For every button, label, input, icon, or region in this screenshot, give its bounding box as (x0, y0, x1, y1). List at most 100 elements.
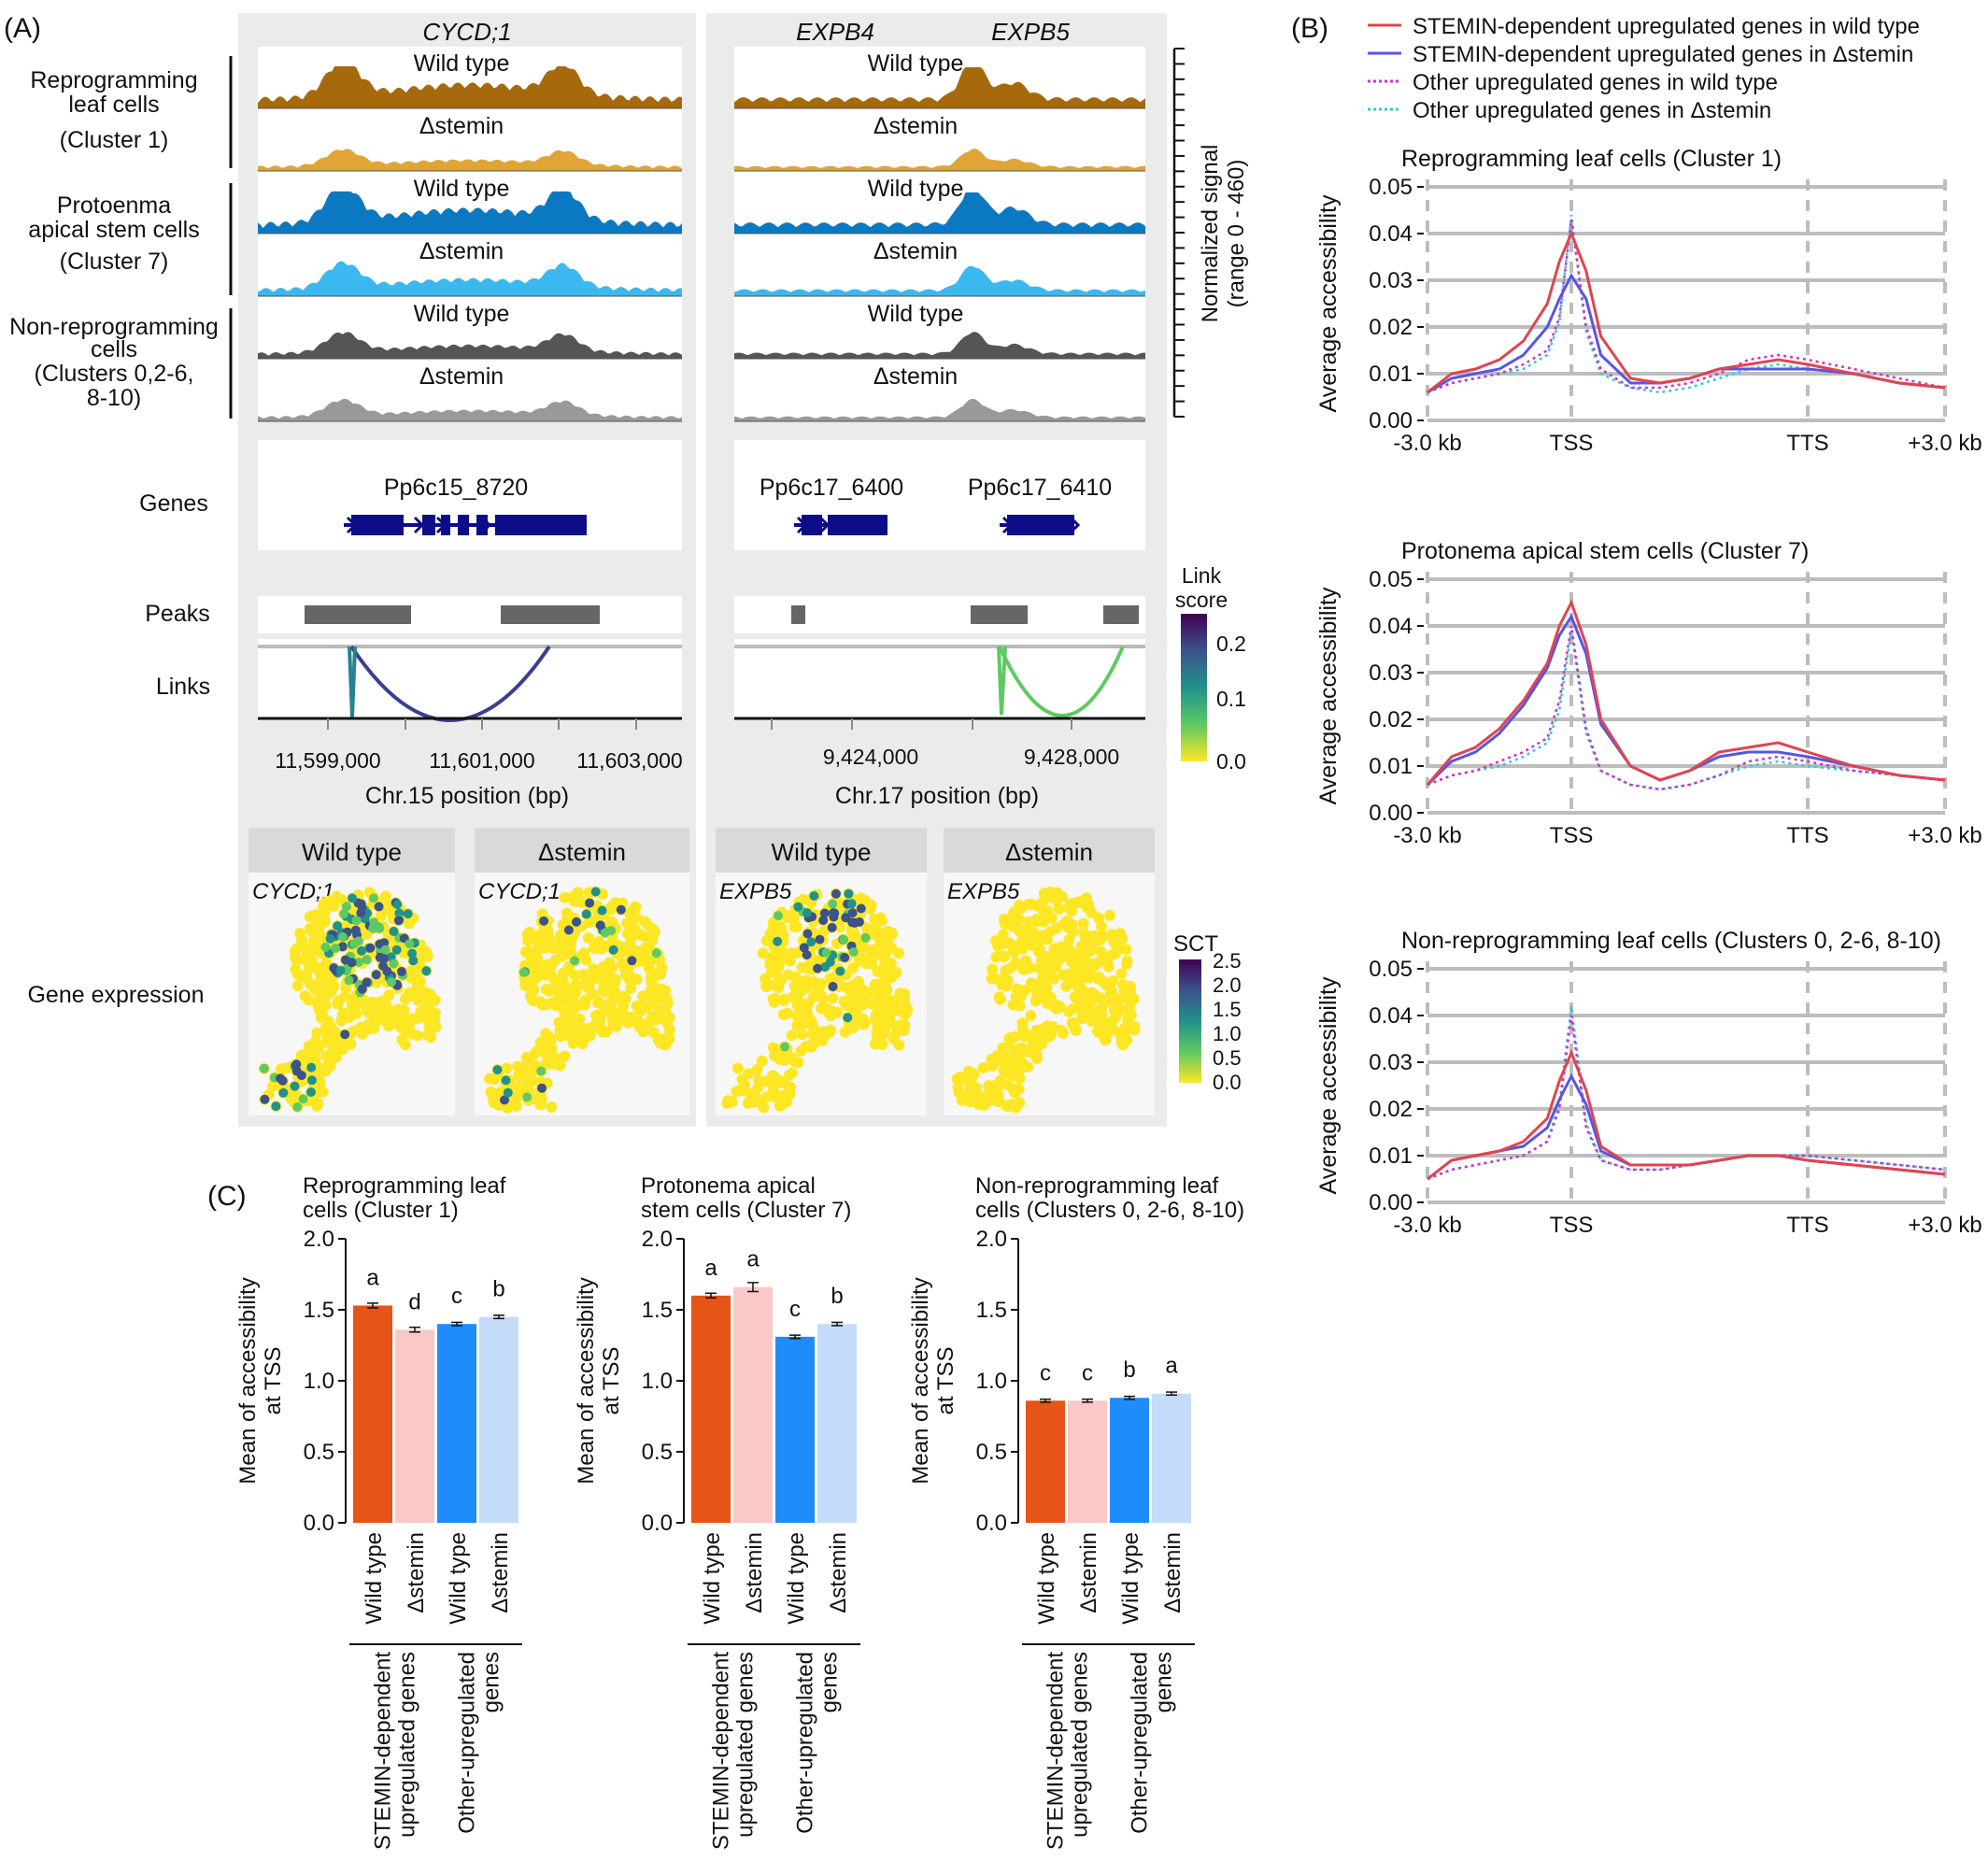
umap-cell (983, 1080, 995, 1092)
gene-pp6c15-8720-strand-arrow (503, 516, 515, 534)
umap-cell (544, 985, 556, 997)
profile-series-line-1 (1427, 1049, 1946, 1181)
umap-cell (384, 1006, 396, 1018)
umap-cell-expressing (616, 904, 626, 915)
profile-xtick-label: TTS (1786, 431, 1828, 456)
umap-cell (572, 887, 584, 899)
umap-cell (736, 1073, 748, 1086)
profile-ytick-label: 0.00 (1369, 1190, 1413, 1215)
umap-cell (560, 1014, 572, 1026)
umap-cell (266, 1080, 278, 1092)
umap-cell (998, 951, 1010, 963)
locus1-axis-ticks: 11,599,000 11,601,000 11,603,000 Chr.15 … (275, 718, 683, 809)
umap-cell (1047, 1021, 1059, 1033)
umap-cell (774, 921, 787, 933)
bar-category-1: Wild type (700, 1532, 725, 1625)
coverage-track-l1-r4 (258, 261, 682, 296)
umap-cell-expressing (827, 922, 837, 932)
umap-cell (872, 946, 884, 959)
locus2-axis-ticks: 9,424,000 9,428,000 Chr.17 position (bp) (771, 718, 1119, 809)
umap-cell (569, 969, 581, 981)
gene-pp6c17-6400-strand-arrow (796, 516, 808, 534)
umap-cell (615, 992, 627, 1004)
umap-cell (519, 946, 532, 958)
profile-xtick-label: TSS (1550, 823, 1594, 848)
umap-cell (622, 1016, 634, 1029)
umap-cell (571, 1001, 583, 1012)
bar-letter-1: a (704, 1256, 717, 1281)
profile-ytick-label: 0.02 (1369, 1097, 1413, 1122)
gene-models (344, 515, 1081, 535)
l2-tick-label-2: 9,428,000 (1024, 745, 1119, 769)
legend-item-other-dstemin: Other upregulated genes in Δstemin (1413, 98, 1771, 123)
umap-cell (488, 1097, 500, 1109)
umap-cell (760, 981, 773, 992)
umap-cell-expressing (292, 1101, 303, 1112)
umap-cell (877, 988, 889, 1001)
umap-cell-expressing (392, 900, 403, 910)
umap-header-4: Δstemin (1005, 838, 1093, 866)
umap-cell (1042, 933, 1053, 945)
umap-cell (561, 907, 573, 919)
sct-legend: SCT 2.5 2.0 1.5 1.0 0.5 0.0 (1173, 931, 1242, 1094)
profile-series-line-3 (1427, 219, 1946, 394)
profile-ylabel-2: Average accessibility (1315, 587, 1342, 804)
umap-cell-expressing (570, 956, 580, 966)
umap-cell-expressing (522, 1092, 532, 1102)
umap-cell (1003, 937, 1015, 949)
profile-xtick-label: -3.0 kb (1393, 431, 1461, 456)
umap-cell-expressing (563, 925, 574, 935)
umap-cell (874, 936, 887, 948)
umap-cell-expressing (333, 921, 343, 931)
umap-cell (1054, 1001, 1066, 1013)
umap-cell (839, 1026, 851, 1038)
coverage-track-l2-r6 (734, 398, 1145, 421)
umap-cell-expressing (841, 913, 851, 923)
sct-tick-05: 0.5 (1213, 1046, 1242, 1070)
profile-ytick-label: 0.00 (1369, 801, 1413, 826)
l1-tick-label-3: 11,603,000 (576, 748, 682, 773)
umap-cell (1001, 1051, 1014, 1063)
umap-cell-expressing (539, 916, 549, 926)
coverage-track-l1-r5 (258, 332, 682, 359)
umap-cell (865, 899, 877, 911)
gene-pp6c17-6400-exon (802, 515, 822, 535)
bar-ytick-label: 2.0 (642, 1227, 673, 1252)
bar-letter-1: c (1040, 1360, 1051, 1385)
bar-ytick-label: 0.0 (304, 1511, 334, 1536)
umap-cell (1121, 955, 1133, 967)
umap-cell-expressing (518, 967, 529, 977)
umap-cell (621, 917, 633, 930)
gene-pp6c15-8720-strand-arrow (368, 516, 380, 534)
gene-pp6c15-8720-strand-arrow (480, 516, 492, 534)
track-label-l2-r1: Wild type (868, 50, 964, 77)
link-arc-l1-long (349, 645, 551, 722)
umap-cell (997, 929, 1009, 941)
umap-cell (1125, 1009, 1137, 1021)
umap-cell (1078, 928, 1090, 940)
locus1-gene-title: CYCD;1 (422, 18, 511, 46)
umap-header-bg-3 (716, 828, 927, 873)
profile-xtick-label: +3.0 kb (1908, 823, 1981, 848)
umap-cell-expressing (337, 942, 348, 952)
profile-xtick-label: -3.0 kb (1393, 823, 1461, 848)
umap-cell (994, 993, 1006, 1005)
umap-cell (731, 1062, 744, 1074)
gene-pp6c15-8720-strand-arrow (435, 516, 447, 534)
gene-pp6c17-6410-strand-arrow (1069, 516, 1081, 534)
panel-a-label: (A) (4, 13, 41, 44)
umap-cell-expressing (537, 1083, 547, 1093)
umap-cell (1022, 935, 1034, 947)
profile-chart-1: Reprogramming leaf cells (Cluster 1) Aver… (1315, 146, 1982, 456)
umap-cell (424, 995, 436, 1007)
umap-cell (559, 1050, 571, 1062)
umap-cell (590, 966, 602, 978)
umap-cell-expressing (572, 916, 581, 927)
signal-axis-label-2: (range 0 - 460) (1224, 160, 1249, 308)
umap-cell (800, 1040, 812, 1052)
bar-ytick-label: 0.0 (642, 1511, 673, 1536)
bar-ytick-label: 2.0 (304, 1227, 334, 1252)
